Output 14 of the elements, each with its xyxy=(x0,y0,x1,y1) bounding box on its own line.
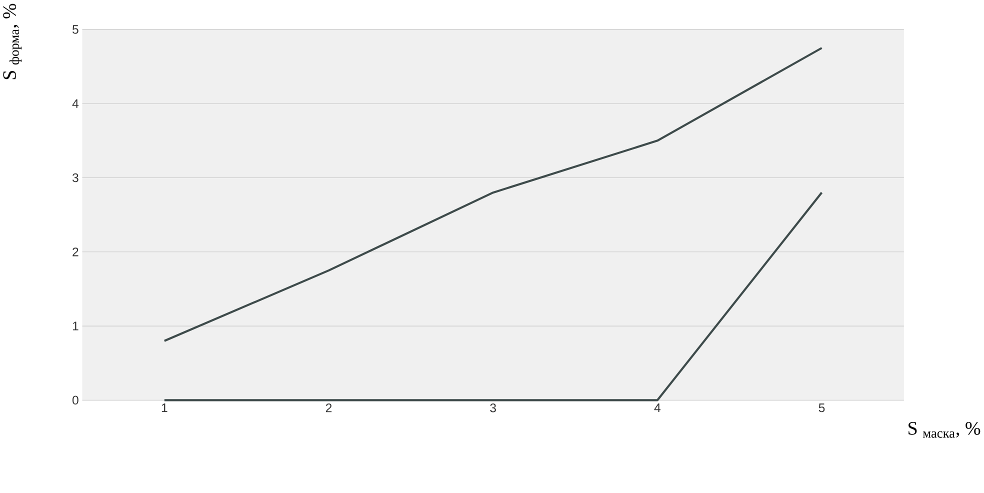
y-tick-label: 5 xyxy=(72,25,78,34)
x-axis-title: S $_{маска}$, % xyxy=(908,422,980,438)
y-tick-label: 0 xyxy=(72,396,78,405)
y-axis-title: S $_{форма}$, % xyxy=(3,4,22,80)
x-tick-label: 3 xyxy=(490,404,496,412)
y-tick-label: 2 xyxy=(72,248,78,256)
x-tick-label: 2 xyxy=(326,404,332,412)
y-tick-label: 1 xyxy=(72,322,78,330)
y-tick-label: 3 xyxy=(72,173,78,182)
y-tick-label: 4 xyxy=(72,99,79,108)
x-tick-label: 4 xyxy=(654,404,660,412)
line-series xyxy=(163,47,823,342)
x-tick-label: 1 xyxy=(162,404,168,412)
x-tick-label: 5 xyxy=(818,404,825,412)
